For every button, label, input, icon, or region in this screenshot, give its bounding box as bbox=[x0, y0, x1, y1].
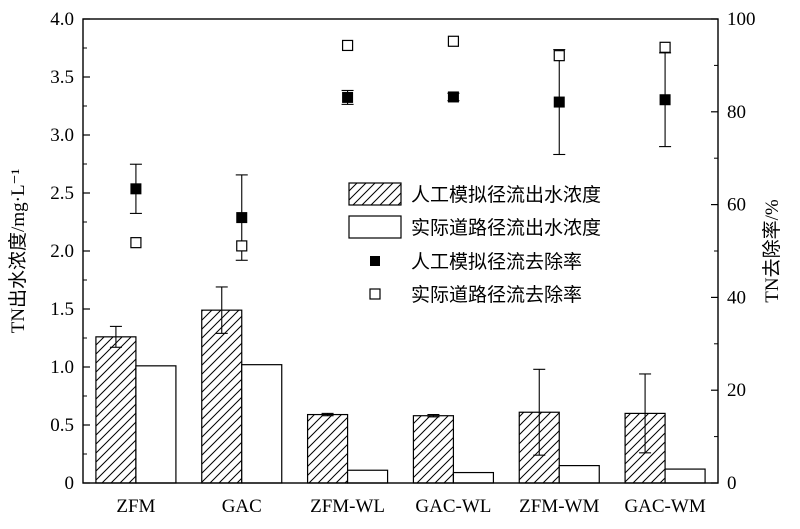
legend-label: 实际道路径流出水浓度 bbox=[411, 217, 601, 239]
bars-layer bbox=[95, 286, 706, 484]
y-right-tick-label: 40 bbox=[727, 287, 746, 308]
x-tick-label: GAC-WL bbox=[415, 496, 491, 517]
bar-hatched-gac-wl bbox=[412, 415, 455, 484]
legend-label: 人工模拟径流出水浓度 bbox=[411, 184, 601, 206]
marker-filled-zfm-wm bbox=[553, 96, 565, 108]
bar-open-zfm bbox=[135, 365, 177, 484]
y-right-tick-label: 60 bbox=[727, 195, 746, 216]
y-left-axis-title: TN出水浓度/mg·L⁻¹ bbox=[7, 168, 29, 333]
marker-filled-gac-wl bbox=[447, 91, 459, 103]
marker-open-gac bbox=[236, 240, 248, 252]
bar-open-gac-wm bbox=[664, 468, 706, 484]
marker-filled-gac bbox=[236, 212, 248, 224]
y-left-tick-label: 3.5 bbox=[50, 67, 74, 88]
marker-open-zfm-wm bbox=[553, 50, 565, 62]
markers-layer bbox=[129, 35, 672, 261]
y-right-tick-label: 100 bbox=[727, 9, 756, 30]
axes-layer: 0 0.5 1.0 1.5 2.0 2.5 3.0 3.5 4.0 0 20 40 60 80 100 ZFM… bbox=[7, 9, 783, 517]
marker-open-zfm-wl bbox=[341, 39, 354, 52]
y-right-tick-label: 80 bbox=[727, 102, 746, 123]
bar-hatched-gac bbox=[201, 309, 243, 484]
marker-filled-gac-wm bbox=[659, 94, 671, 106]
marker-filled-zfm-wl bbox=[342, 91, 354, 103]
x-tick-label: GAC bbox=[222, 496, 262, 517]
y-left-tick-label: 3.0 bbox=[50, 125, 74, 146]
bar-open-gac-wl bbox=[452, 471, 495, 484]
x-tick-label: GAC-WM bbox=[624, 496, 705, 517]
y-right-tick-label: 20 bbox=[727, 380, 746, 401]
legend-label: 实际道路径流去除率 bbox=[411, 284, 582, 306]
legend-label: 人工模拟径流去除率 bbox=[411, 251, 582, 273]
y-left-tick-label: 4.0 bbox=[50, 9, 74, 30]
marker-open-zfm bbox=[130, 237, 142, 249]
x-tick-label: ZFM-WL bbox=[310, 496, 385, 517]
bar-open-zfm-wl bbox=[346, 469, 389, 484]
bar-hatched-zfm bbox=[95, 336, 137, 484]
marker-open-gac-wl bbox=[447, 35, 460, 47]
marker-filled-zfm bbox=[130, 183, 142, 195]
plot-frame bbox=[82, 18, 719, 484]
y-left-tick-label: 1.0 bbox=[50, 357, 74, 378]
legend-swatch-open-square bbox=[369, 288, 381, 300]
marker-open-gac-wm bbox=[659, 41, 671, 53]
bar-open-zfm-wm bbox=[558, 465, 600, 484]
y-left-tick-label: 2.5 bbox=[50, 183, 74, 204]
y-left-tick-label: 2.0 bbox=[50, 241, 74, 262]
x-tick-label: ZFM-WM bbox=[519, 496, 599, 517]
bar-hatched-zfm-wl bbox=[306, 413, 349, 484]
y-right-axis-title: TN去除率/% bbox=[761, 199, 783, 303]
legend-swatch-open bbox=[348, 215, 402, 239]
legend-swatch-hatched bbox=[348, 182, 402, 206]
legend-swatch-filled-square bbox=[370, 256, 380, 266]
y-right-tick-label: 0 bbox=[727, 473, 737, 494]
y-left-tick-label: 1.5 bbox=[50, 299, 74, 320]
x-tick-label: ZFM bbox=[116, 496, 155, 517]
y-left-tick-label: 0 bbox=[65, 473, 75, 494]
bar-open-gac bbox=[241, 364, 283, 484]
y-left-tick-label: 0.5 bbox=[50, 415, 74, 436]
